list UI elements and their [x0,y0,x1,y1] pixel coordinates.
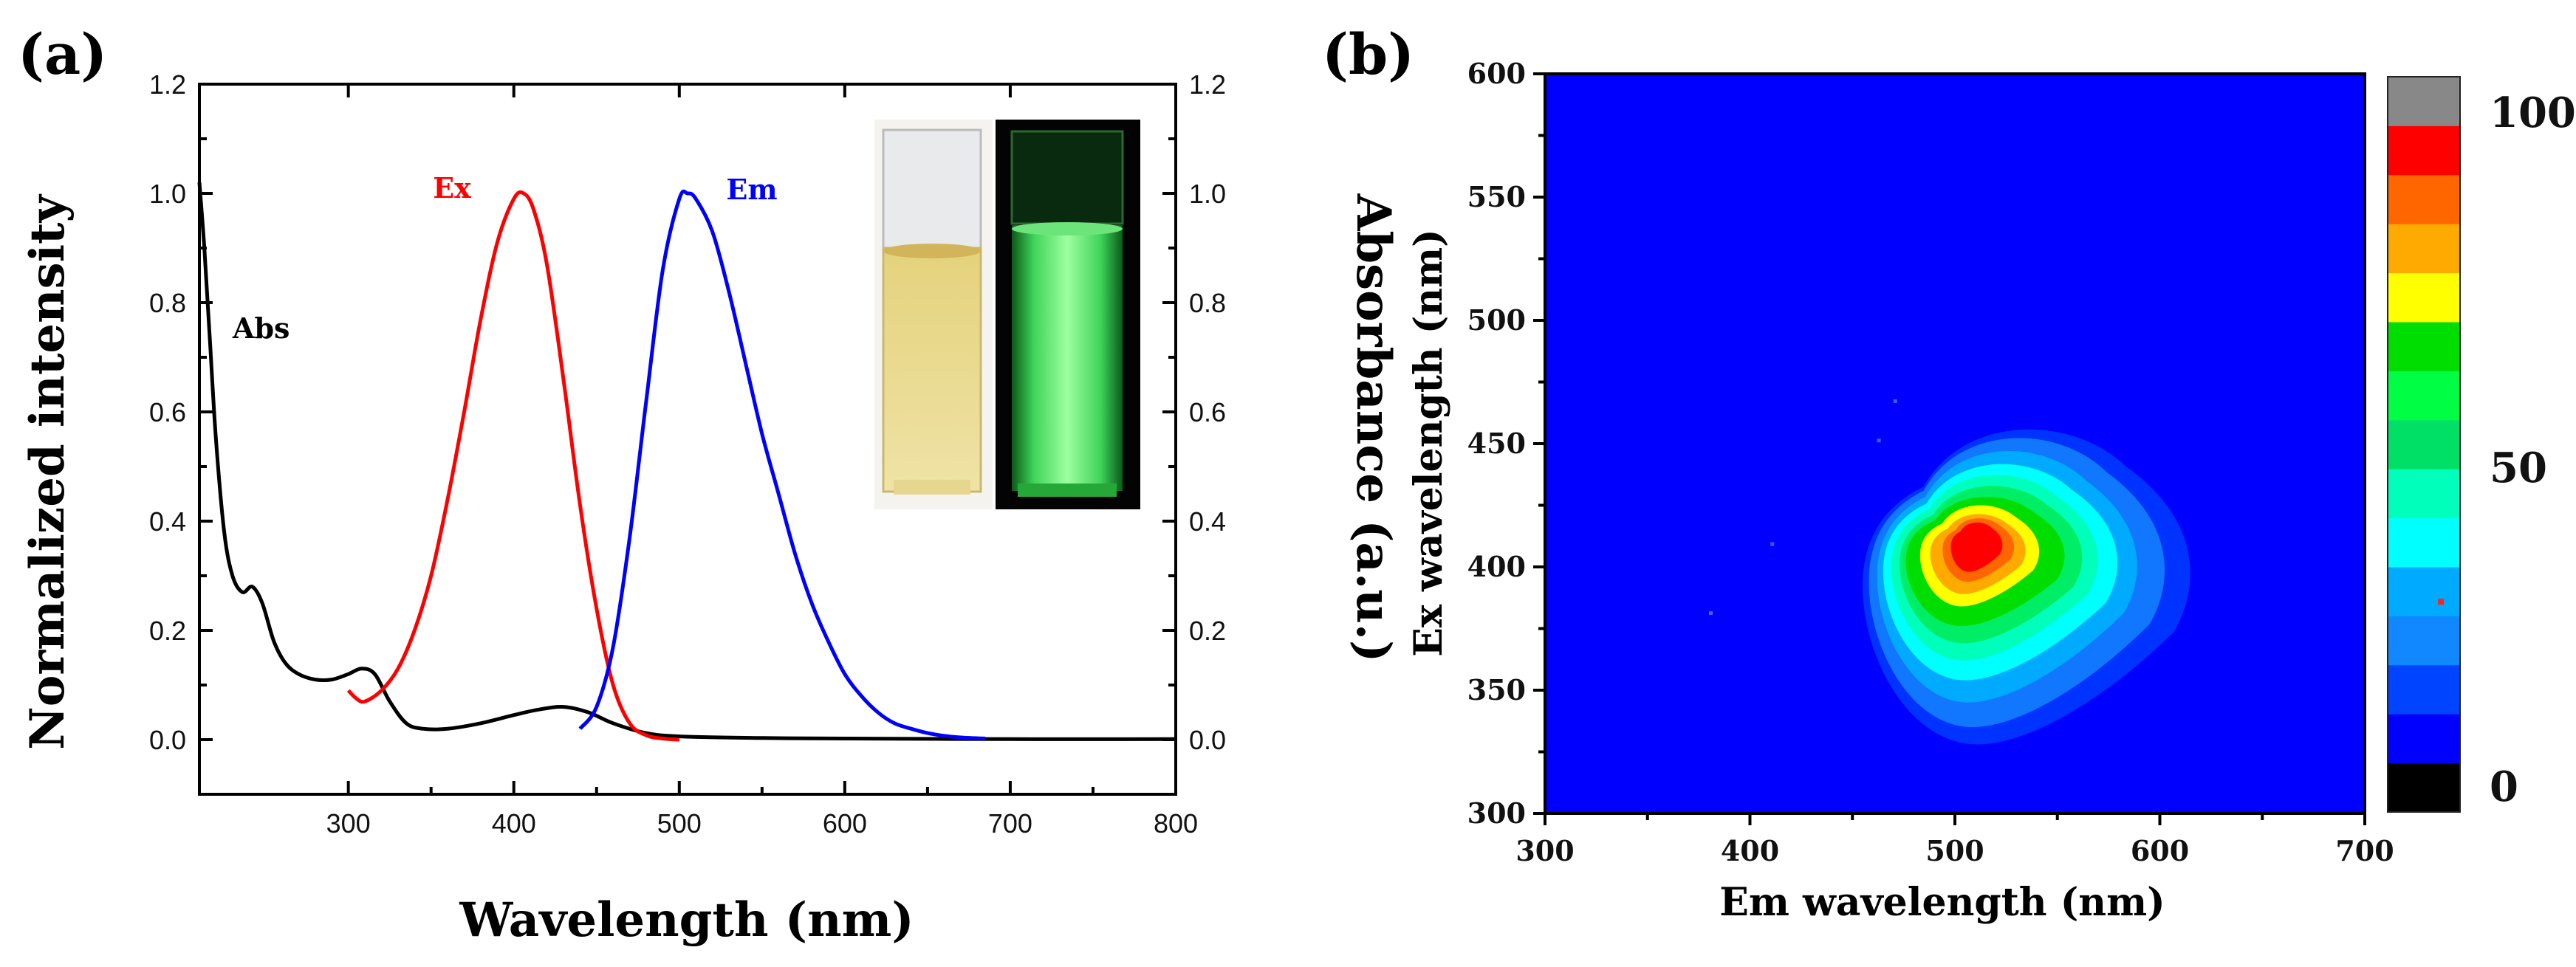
panel-a-y-tick-label-left: 0.2 [149,616,186,646]
series-line-abs [197,182,1176,741]
colorbar-segment [2388,272,2460,323]
colorbar-tick-label: 100 [2490,89,2576,137]
panel-b-x-tick-label: 700 [2335,834,2394,867]
colorbar-segment [2388,419,2460,469]
noise-speck [1770,542,1775,546]
panel-b-x-tick-label: 600 [2131,834,2189,867]
panel-a-x-tick-label: 300 [326,808,371,839]
panel-a-y-tick-label-right: 0.0 [1189,725,1226,755]
contour-level-97 [1950,522,2003,572]
colorbar-segment [2388,77,2460,126]
colorbar-segment [2388,517,2460,568]
series-label-ex: Ex [433,171,471,204]
panel-a-x-tick-label: 400 [492,808,536,839]
colorbar-frame [2387,76,2461,813]
noise-speck [1709,611,1713,616]
colorbar-marker [2438,599,2444,605]
panel-b-y-tick-label: 600 [1467,57,1526,90]
panel-b-y-tick-label: 300 [1467,796,1526,830]
panel-b-y-tick-label: 550 [1467,180,1526,213]
panel-a-ylabel-left: Normalized intensity [20,193,75,749]
colorbar-segment [2388,664,2460,715]
series-label-abs: Abs [232,312,290,345]
panel-a-y-tick-label-right: 0.8 [1189,288,1226,318]
series-line-em [578,189,986,740]
noise-speck [1877,438,1881,443]
cuvette-photo-inset [874,120,1140,509]
colorbar-segment [2388,224,2460,274]
panel-b-y-tick-label: 500 [1467,303,1526,337]
panel-b-chart: 300 400 500 600 700 300 350 400 450 500 550 600 0 50 1… [1467,57,2576,867]
panel-a-y-tick-label-right: 1.0 [1189,179,1226,209]
panel-a-y-tick-label-left: 0.4 [149,506,186,537]
panel-b-x-tick-label: 500 [1925,834,1984,867]
panel-b-y-tick-label: 400 [1467,550,1526,583]
panel-b-xlabel: Em wavelength (nm) [1719,880,2165,925]
panel-b-y-tick-label: 350 [1467,673,1526,706]
panel-a-y-tick-label-right: 0.2 [1189,616,1226,646]
panel-a-x-tick-label: 700 [988,808,1032,839]
panel-a-plot-frame [198,83,1177,796]
panel-a-y-tick-label-left: 1.0 [149,179,186,209]
panel-a-y-tick-label-left: 0.0 [149,725,186,755]
colorbar-tick-label: 0 [2490,763,2518,811]
panel-b-x-tick-label: 300 [1515,834,1574,867]
noise-speck [1893,399,1897,403]
panel-a-chart: 300 400 500 600 700 800 0.0 0.0 0.2 0.2 0.4 0.4 0.6 0… [149,69,1226,839]
panel-a-x-tick-label: 600 [823,808,867,839]
panel-a-y-tick-label-left: 0.8 [149,288,186,318]
panel-a-x-tick-label: 800 [1154,808,1198,839]
colorbar-segment [2388,125,2460,176]
panel-a-xlabel: Wavelength (nm) [459,892,914,948]
series-line-ex [346,190,679,742]
panel-a-y-tick-label-right: 1.2 [1189,69,1226,100]
panel-a-x-tick-label: 500 [657,808,702,839]
series-label-em: Em [726,173,777,206]
colorbar-segment [2388,322,2460,371]
colorbar-segment [2388,174,2460,224]
panel-a-y-tick-label-left: 0.6 [149,397,186,427]
panel-a-ylabel-right: Absorbance (a.u.) [1346,193,1401,663]
colorbar-segment [2388,714,2460,764]
panel-a-y-tick-label-left: 1.2 [149,69,186,100]
colorbar-segment [2388,616,2460,666]
colorbar-tick-label: 50 [2490,444,2547,492]
panel-a-y-tick-label-right: 0.4 [1189,506,1226,537]
panel-b-x-tick-label: 400 [1721,834,1779,867]
panel-a-label: (a) [18,21,107,87]
colorbar-segment [2388,371,2460,421]
panel-b-ylabel: Ex wavelength (nm) [1406,229,1451,656]
colorbar-segment [2388,763,2460,813]
panel-b-label: (b) [1322,21,1414,87]
panel-b-y-tick-label: 450 [1467,427,1526,460]
colorbar-segment [2388,469,2460,519]
colorbar-segment [2388,567,2460,616]
panel-a-y-tick-label-right: 0.6 [1189,397,1226,427]
